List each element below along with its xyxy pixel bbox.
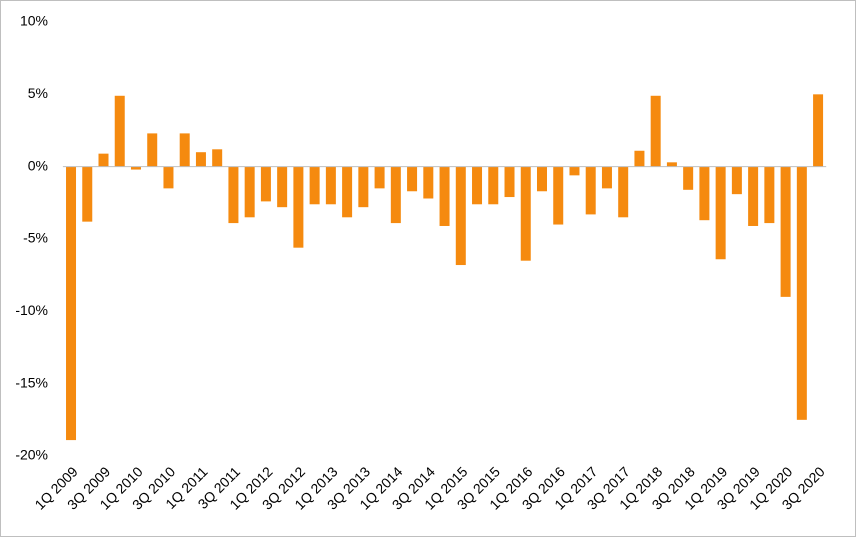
bar [325, 166, 336, 205]
bar [374, 166, 385, 189]
bar [195, 152, 206, 167]
bar [423, 166, 434, 199]
y-tick-label: -5% [23, 230, 48, 246]
bar [764, 166, 775, 224]
bar [536, 166, 547, 192]
bar [748, 166, 759, 226]
bar [82, 166, 93, 222]
bar [179, 133, 190, 167]
bar [163, 166, 174, 189]
bar [813, 94, 824, 167]
bar [228, 166, 239, 224]
bar [488, 166, 499, 205]
y-tick-label: -20% [15, 447, 48, 463]
bar [666, 162, 677, 167]
bar [520, 166, 531, 261]
bar [244, 166, 255, 218]
bar [309, 166, 320, 205]
bar [455, 166, 466, 266]
bar [66, 166, 77, 441]
bar [796, 166, 807, 420]
bar [147, 133, 158, 167]
bar [715, 166, 726, 260]
bar [780, 166, 791, 297]
bar [98, 153, 109, 167]
bar [731, 166, 742, 195]
bar [260, 166, 271, 202]
bar [569, 166, 580, 176]
bar [439, 166, 450, 226]
bar [699, 166, 710, 221]
bar [390, 166, 401, 224]
bar [553, 166, 564, 225]
bar [634, 150, 645, 167]
bar [130, 166, 141, 170]
bar [277, 166, 288, 208]
bar [650, 95, 661, 167]
bar [472, 166, 483, 205]
bar [683, 166, 694, 190]
bar [585, 166, 596, 215]
y-tick-label: -15% [15, 374, 48, 390]
y-tick-label: -10% [15, 302, 48, 318]
bar [407, 166, 418, 192]
bar [342, 166, 353, 218]
bar [212, 149, 223, 167]
y-tick-label: 10% [20, 13, 48, 29]
y-tick-label: 5% [28, 85, 48, 101]
bar [504, 166, 515, 198]
bar [114, 95, 125, 167]
bar [358, 166, 369, 208]
y-tick-label: 0% [28, 157, 48, 173]
bar [293, 166, 304, 248]
bar [618, 166, 629, 218]
bar [601, 166, 612, 189]
